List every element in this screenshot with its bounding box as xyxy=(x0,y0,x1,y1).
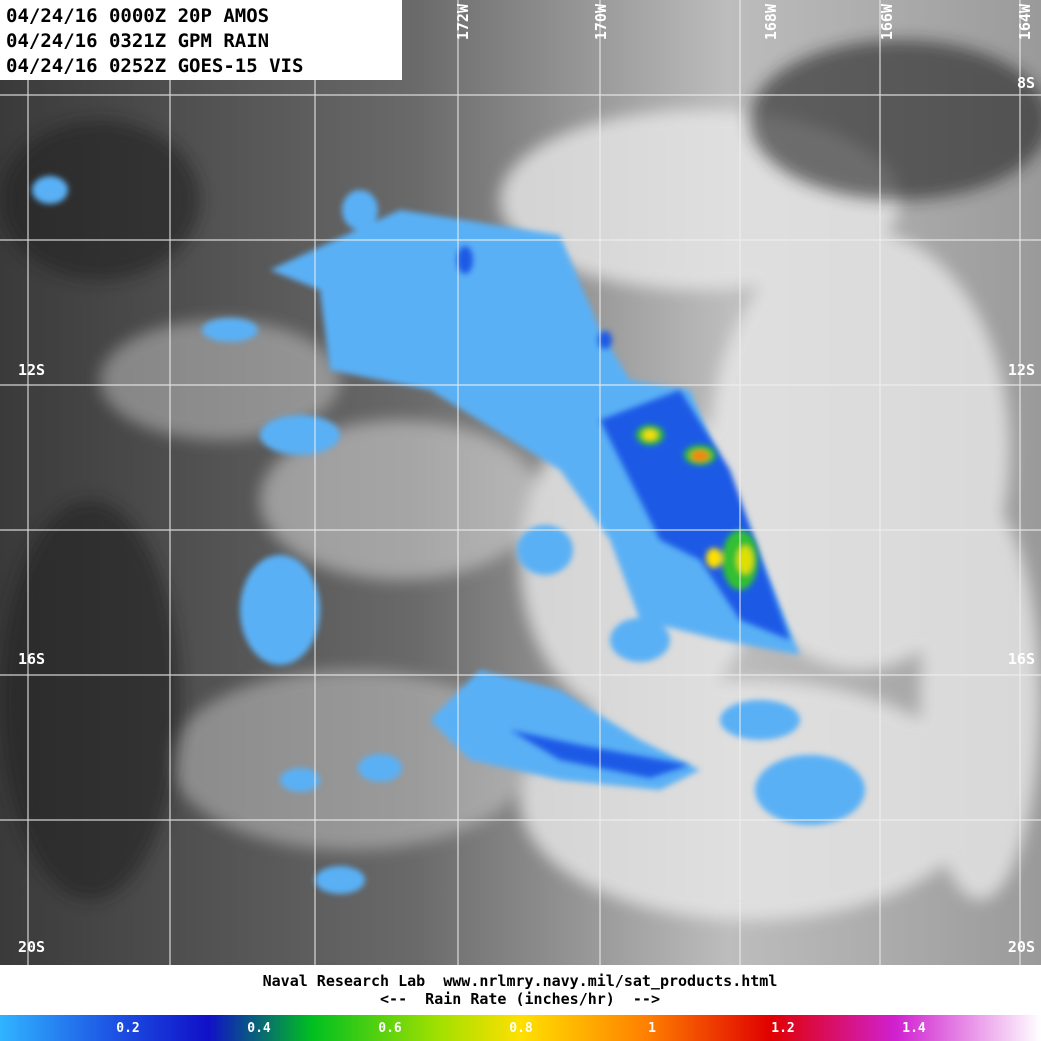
latitude-label: 12S xyxy=(18,361,45,379)
footer-box xyxy=(0,965,1041,1015)
credit: Naval Research Lab www.nrlmry.navy.mil/s… xyxy=(263,972,778,990)
longitude-label: 164W xyxy=(1016,3,1034,40)
colorbar xyxy=(0,1015,1041,1041)
header-box xyxy=(0,0,402,80)
latitude-label: 12S xyxy=(1008,361,1035,379)
colorbar-tick-label: 0.6 xyxy=(378,1021,402,1036)
header-line: 04/24/16 0321Z GPM RAIN xyxy=(6,30,269,52)
latitude-label: 16S xyxy=(18,650,45,668)
colorbar-tick-label: 0.2 xyxy=(116,1021,139,1036)
longitude-label: 166W xyxy=(878,3,896,40)
colorbar-tick-label: 0.4 xyxy=(247,1021,271,1036)
colorbar-tick-label: 1.2 xyxy=(771,1021,794,1036)
longitude-label: 172W xyxy=(454,3,472,40)
latitude-label: 8S xyxy=(1017,74,1035,92)
colorbar-caption: <-- Rain Rate (inches/hr) --> xyxy=(380,990,660,1008)
latitude-label: 16S xyxy=(1008,650,1035,668)
longitude-label: 168W xyxy=(762,3,780,40)
colorbar-tick-label: 0.8 xyxy=(509,1021,533,1036)
colorbar-tick-label: 1 xyxy=(648,1021,656,1036)
longitude-label: 170W xyxy=(592,3,610,40)
latitude-label: 20S xyxy=(18,938,45,956)
latitude-label: 20S xyxy=(1008,938,1035,956)
header-line: 04/24/16 0000Z 20P AMOS xyxy=(6,5,269,27)
colorbar-tick-label: 1.4 xyxy=(902,1021,926,1036)
header-line: 04/24/16 0252Z GOES-15 VIS xyxy=(6,55,303,77)
lat-lon-grid xyxy=(0,0,1041,965)
